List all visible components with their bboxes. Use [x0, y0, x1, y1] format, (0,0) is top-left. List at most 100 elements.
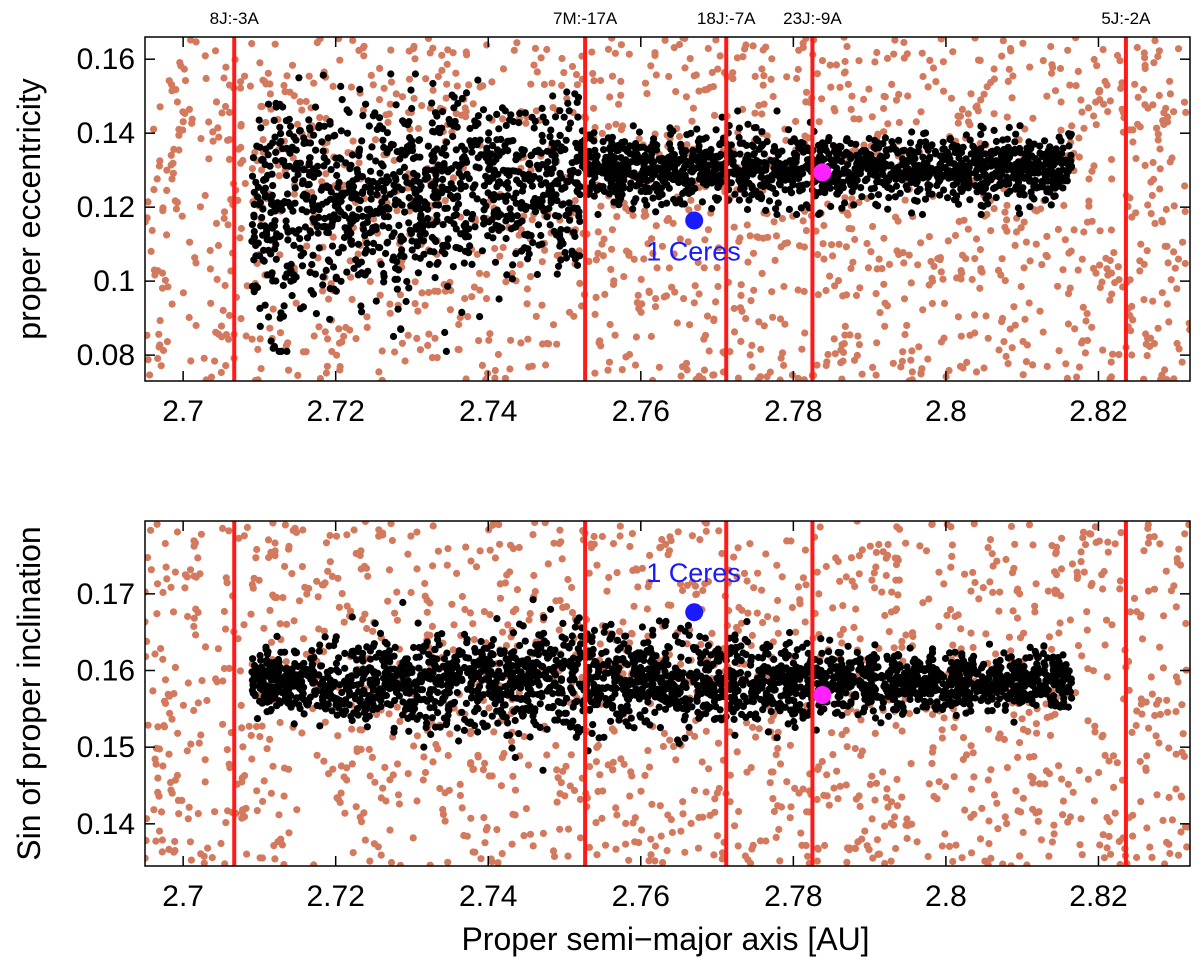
family-point: [444, 282, 452, 290]
family-point: [508, 261, 517, 269]
background-point: [469, 765, 478, 773]
family-point: [366, 153, 374, 161]
resonance-label: 23J:-9A: [783, 9, 842, 28]
family-point: [389, 256, 397, 264]
family-point: [652, 208, 660, 216]
family-point: [288, 292, 296, 300]
family-point: [795, 174, 803, 183]
background-point: [387, 858, 396, 866]
family-point: [856, 170, 865, 178]
family-point: [256, 304, 264, 312]
background-point: [1085, 202, 1093, 210]
background-point: [281, 521, 289, 529]
background-point: [498, 753, 506, 762]
background-point: [777, 354, 785, 362]
background-point: [829, 604, 837, 612]
background-point: [531, 44, 540, 53]
background-point: [1091, 728, 1099, 736]
background-point: [738, 307, 746, 315]
family-point: [973, 188, 981, 196]
background-point: [241, 72, 249, 80]
background-point: [1144, 201, 1152, 209]
family-point: [490, 196, 498, 204]
background-point: [762, 43, 770, 51]
background-point: [730, 328, 739, 336]
background-point: [510, 46, 518, 54]
family-point: [1005, 153, 1013, 161]
background-point: [1055, 762, 1063, 770]
family-point: [259, 156, 267, 164]
background-point: [628, 772, 636, 780]
background-point: [884, 120, 892, 128]
family-point: [641, 183, 649, 191]
family-point: [343, 106, 351, 114]
background-point: [1179, 238, 1187, 246]
background-point: [145, 815, 151, 823]
background-point: [1022, 358, 1030, 366]
background-point: [839, 602, 847, 610]
background-point: [1163, 838, 1171, 847]
background-point: [1098, 278, 1106, 286]
family-point: [419, 237, 428, 245]
ceres-label: 1 Ceres: [646, 236, 741, 266]
family-point: [483, 148, 491, 156]
background-point: [245, 722, 253, 730]
background-point: [747, 764, 755, 772]
background-point: [218, 333, 226, 341]
family-point: [911, 196, 919, 204]
background-point: [1083, 218, 1092, 226]
family-point: [269, 182, 277, 190]
family-point: [554, 212, 563, 220]
background-point: [691, 282, 699, 290]
background-point: [513, 39, 521, 47]
background-point: [1166, 90, 1174, 98]
background-point: [225, 527, 233, 535]
background-point: [262, 118, 270, 127]
background-point: [617, 91, 625, 99]
background-point: [1029, 541, 1037, 549]
background-point: [755, 101, 763, 110]
background-point: [368, 753, 376, 762]
background-point: [648, 235, 656, 243]
family-point: [1016, 210, 1024, 218]
family-point: [267, 337, 275, 345]
background-point: [830, 784, 838, 792]
background-point: [1003, 201, 1011, 209]
background-point: [690, 786, 699, 795]
background-point: [533, 68, 541, 76]
family-point: [382, 249, 390, 258]
family-point: [542, 118, 550, 126]
background-point: [873, 339, 881, 347]
background-point: [692, 71, 700, 79]
background-point: [413, 565, 421, 573]
background-point: [1178, 358, 1186, 366]
background-point: [480, 608, 488, 616]
family-point: [867, 192, 875, 200]
background-point: [186, 238, 194, 246]
background-point: [504, 621, 512, 629]
family-point: [635, 180, 644, 188]
background-point: [1077, 815, 1085, 823]
family-point: [315, 213, 323, 221]
background-point: [628, 530, 637, 538]
family-point: [408, 137, 416, 145]
family-point: [401, 208, 409, 216]
family-point: [250, 200, 258, 208]
background-point: [387, 78, 396, 86]
background-point: [429, 758, 437, 766]
background-point: [918, 365, 926, 373]
family-point: [575, 153, 583, 161]
family-point: [369, 248, 377, 256]
background-point: [1137, 798, 1145, 806]
family-point: [324, 134, 332, 142]
family-point: [250, 211, 258, 219]
background-point: [675, 40, 684, 49]
family-point: [946, 134, 955, 143]
background-point: [446, 730, 454, 738]
family-point: [977, 210, 985, 219]
family-point: [449, 263, 457, 271]
background-point: [376, 64, 384, 72]
background-point: [225, 311, 234, 320]
family-point: [515, 119, 523, 127]
background-point: [347, 83, 355, 91]
